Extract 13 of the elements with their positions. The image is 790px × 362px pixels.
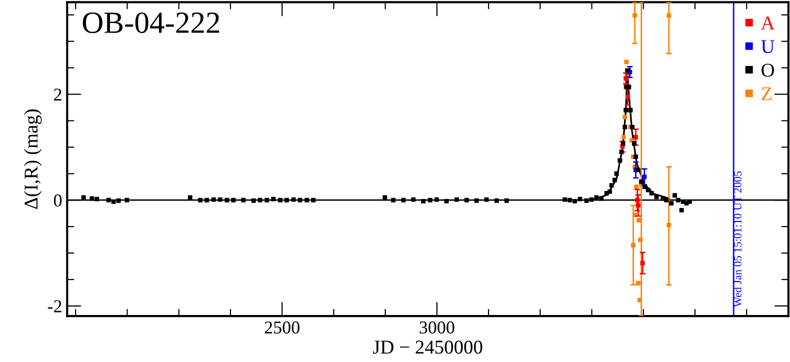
y-tick-label: 0 [54, 194, 62, 207]
legend-label: O [762, 64, 774, 77]
legend-label: A [760, 16, 775, 30]
chart-title: OB-04-222 [82, 12, 220, 34]
x-tick-label: 2500 [264, 321, 300, 334]
legend-label: Z [762, 87, 772, 100]
x-axis-title: JD − 2450000 [373, 340, 482, 354]
x-tick-label: 3000 [420, 321, 454, 334]
annotation: Wed Jan 05 15:01:10 UT 2005 [734, 171, 742, 308]
y-axis-title: Δ(I,R) (mag) [24, 109, 42, 209]
y-tick-label: -2 [48, 300, 62, 312]
y-tick-label: 2 [54, 88, 62, 101]
legend-label: U [761, 40, 774, 54]
